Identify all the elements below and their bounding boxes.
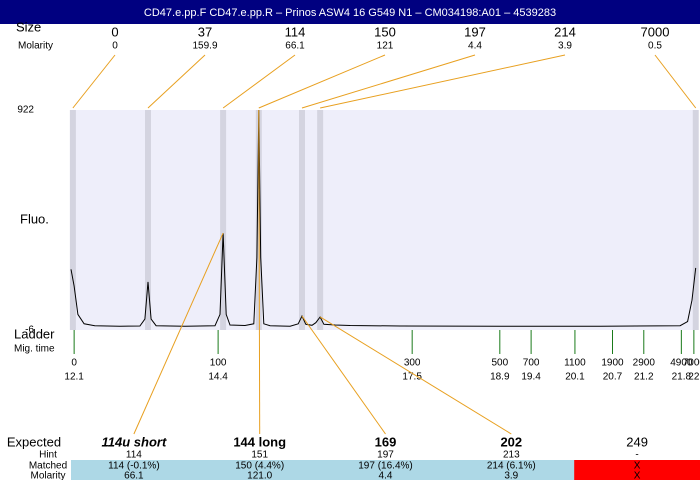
expected: 169: [375, 434, 397, 449]
hint: 114: [126, 450, 142, 461]
peak-band: [692, 110, 699, 330]
title: CD47.e.pp.F CD47.e.pp.R – Prinos ASW4 16…: [144, 7, 556, 19]
peak-band: [298, 110, 305, 330]
ladder-size: 4900: [670, 358, 693, 369]
matched: 197 (16.4%): [358, 461, 412, 472]
matched: 114 (-0.1%): [108, 461, 160, 472]
ladder-size: 7000: [683, 358, 700, 369]
ladder-size: 700: [523, 358, 540, 369]
peak-band: [317, 110, 324, 330]
molarity-value: 0: [112, 41, 118, 52]
connector: [654, 54, 697, 109]
peak-band: [69, 110, 76, 330]
ladder-size: 500: [491, 358, 508, 369]
ladder-time: 14.4: [208, 372, 228, 383]
ladder-size: 1900: [601, 358, 624, 369]
peak-band: [144, 110, 151, 330]
match-cell: [448, 460, 575, 480]
match-cell: [574, 460, 700, 480]
matched: 214 (6.1%): [487, 461, 536, 472]
ladder-time: 18.9: [490, 372, 510, 383]
size-value: 197: [464, 24, 486, 39]
molarity: 3.9: [504, 471, 518, 480]
expected-connector: [301, 315, 386, 435]
match-cell: [71, 460, 198, 480]
molarity-value: 3.9: [558, 41, 572, 52]
molarity-value: 121: [377, 41, 394, 52]
ladder-time: 17.5: [402, 372, 422, 383]
expected: 249: [626, 434, 648, 449]
molarity: 66.1: [124, 471, 144, 480]
size-value: 37: [198, 24, 212, 39]
plot-background: [71, 110, 697, 330]
ladder-time: 21.2: [634, 372, 654, 383]
size-value: 7000: [641, 24, 670, 39]
expected: 144 long: [233, 434, 286, 449]
row-label: Molarity: [30, 471, 65, 480]
expected: 114u short: [102, 434, 167, 449]
row-label: Matched: [29, 461, 67, 472]
ladder-time: 22: [688, 372, 700, 383]
connector: [72, 54, 116, 109]
hint: -: [635, 450, 638, 461]
ladder-time: 20.7: [603, 372, 623, 383]
connector: [301, 54, 476, 109]
ladder-label: Ladder: [14, 326, 55, 341]
molarity: 121.0: [247, 471, 272, 480]
molarity-value: 159.9: [192, 41, 217, 52]
y-tick-label: -6: [25, 325, 34, 336]
size-value: 114: [285, 24, 306, 39]
connector: [147, 54, 206, 109]
row-label: Expected: [7, 434, 61, 449]
hint: 197: [377, 450, 394, 461]
y-label: Fluo.: [20, 211, 49, 226]
time-label: Mig. time: [14, 344, 55, 355]
molarity-label: Molarity: [18, 41, 53, 52]
ladder-size: 100: [210, 358, 227, 369]
ladder-size: 2900: [633, 358, 656, 369]
ladder-time: 19.4: [521, 372, 541, 383]
ladder-size: 300: [404, 358, 421, 369]
ladder-time: 21.8: [672, 372, 692, 383]
size-value: 0: [111, 24, 118, 39]
expected-connector: [319, 316, 512, 435]
ladder-time: 12.1: [64, 372, 84, 383]
molarity-value: 4.4: [468, 41, 482, 52]
molarity-value: 66.1: [285, 41, 305, 52]
molarity-value: 0.5: [648, 41, 662, 52]
connector: [320, 54, 566, 109]
connector: [222, 54, 296, 109]
expected: 202: [500, 434, 522, 449]
ladder-time: 20.1: [565, 372, 585, 383]
row-label: Hint: [39, 450, 57, 461]
matched: X: [634, 461, 641, 472]
expected-connector: [258, 109, 261, 435]
size-value: 150: [374, 24, 396, 39]
match-cell: [322, 460, 449, 480]
expected-connector: [133, 232, 224, 435]
hint: 151: [251, 450, 268, 461]
ladder-size: 1100: [564, 358, 586, 369]
y-tick-label: 922: [17, 105, 34, 116]
molarity: 4.4: [379, 471, 393, 480]
matched: 150 (4.4%): [235, 461, 284, 472]
peak-band: [220, 110, 227, 330]
molarity: X: [634, 471, 641, 480]
size-label: Size: [16, 19, 41, 34]
title-bar: [0, 0, 700, 24]
hint: 213: [503, 450, 520, 461]
ladder-size: 0: [71, 358, 77, 369]
size-value: 214: [554, 24, 576, 39]
match-cell: [196, 460, 324, 480]
connector: [258, 54, 386, 109]
